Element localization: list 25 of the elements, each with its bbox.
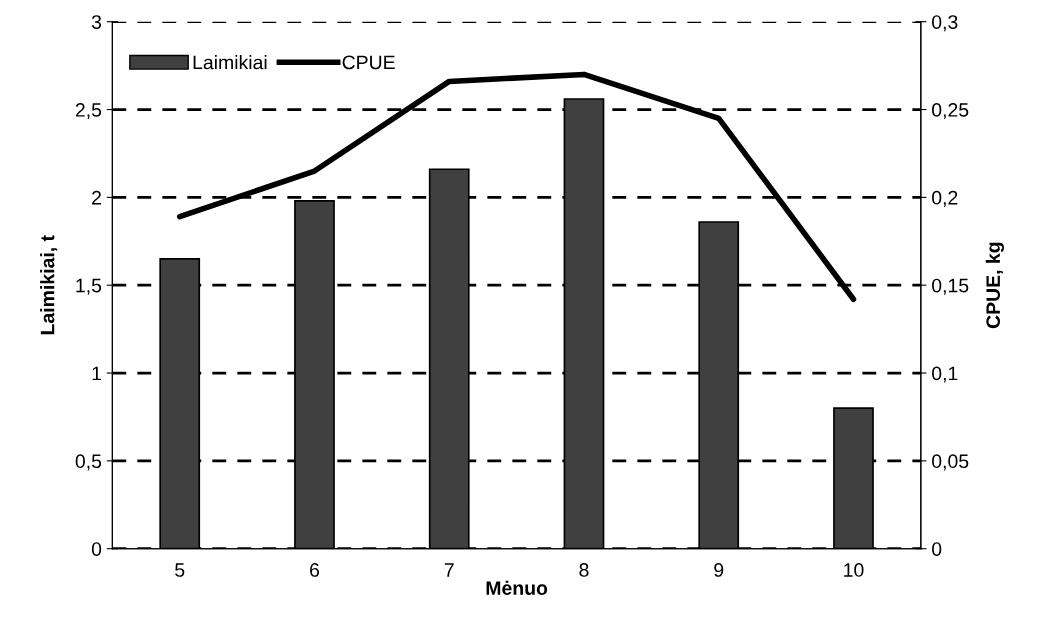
y2-tick-label: 0,3 xyxy=(932,15,958,32)
y-tick-label: 0 xyxy=(91,542,102,556)
y2-tick-label: 0,05 xyxy=(932,454,969,471)
x-tick-label: 5 xyxy=(175,563,185,577)
x-tick-label: 6 xyxy=(310,563,320,577)
x-tick-label: 7 xyxy=(444,563,454,577)
y-tick-label: 1,5 xyxy=(76,278,102,295)
y-tick-label: 0,5 xyxy=(75,454,102,471)
y-tick-label: 2 xyxy=(92,190,101,205)
legend-label: Laimikiai xyxy=(193,55,267,70)
legend-label: CPUE xyxy=(342,55,395,70)
y-axis-title: Laimikiai, t xyxy=(40,235,58,335)
y2-tick-label: 0,15 xyxy=(932,278,969,295)
x-axis-title: Mėnuo xyxy=(486,580,548,595)
x-tick-label: 9 xyxy=(714,563,724,577)
y2-axis-title: CPUE, kg xyxy=(985,242,1004,329)
y-tick-label: 1 xyxy=(92,366,101,381)
y2-tick-label: 0,25 xyxy=(932,103,969,120)
x-tick-label: 8 xyxy=(579,563,589,577)
y2-tick-label: 0 xyxy=(932,542,942,556)
y2-tick-label: 0,2 xyxy=(932,190,958,207)
x-tick-label: 10 xyxy=(844,563,864,577)
y-tick-label: 3 xyxy=(91,15,102,29)
y2-tick-label: 0,1 xyxy=(932,366,958,383)
y-tick-label: 2,5 xyxy=(75,103,102,120)
